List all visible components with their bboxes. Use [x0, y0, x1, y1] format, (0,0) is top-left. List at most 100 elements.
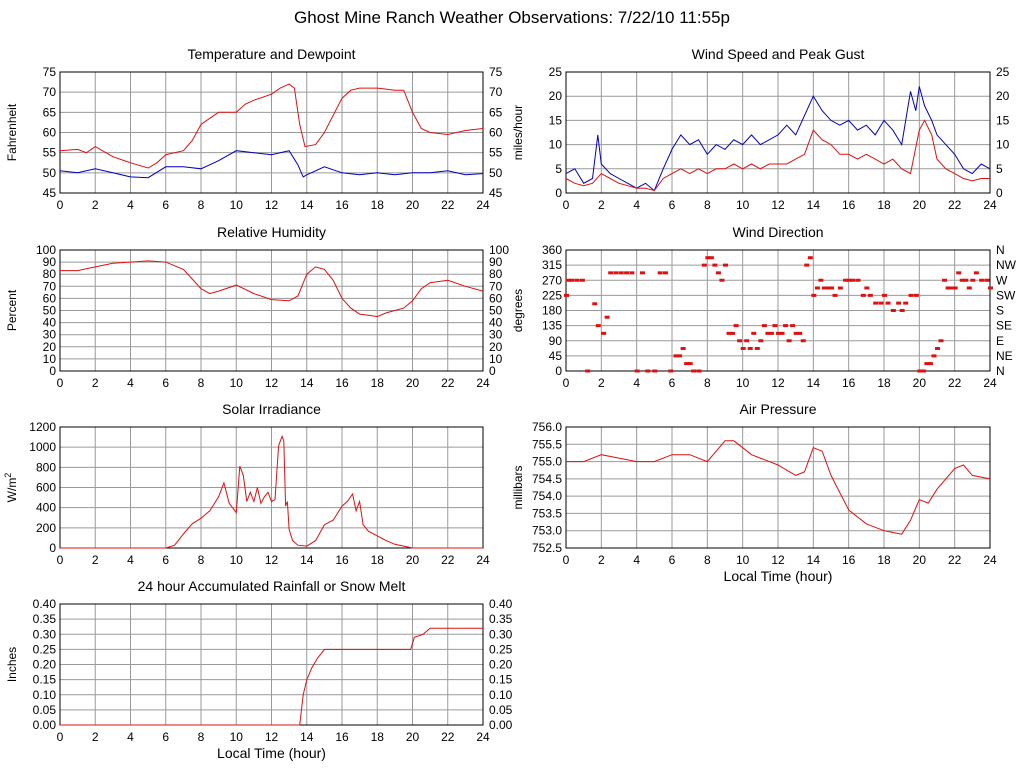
y-tick-label-right: N	[996, 243, 1005, 257]
y-tick-label-right: S	[996, 304, 1004, 318]
y-axis-label: miles/hour	[511, 105, 525, 160]
wind-direction-point	[585, 369, 591, 373]
y-tick-label-right: 30	[489, 328, 503, 342]
series-line-solar-0	[60, 434, 483, 549]
x-tick-label: 0	[57, 730, 64, 744]
y-tick-label-right: 55	[489, 146, 503, 160]
wind-direction-point	[783, 324, 789, 328]
wind-direction-point	[908, 293, 914, 297]
x-tick-label: 20	[406, 376, 420, 390]
wind-direction-point	[804, 263, 810, 267]
y-tick-label: 10	[549, 138, 563, 152]
x-tick-label: 16	[335, 198, 349, 212]
y-tick-label-right: N	[996, 364, 1005, 378]
wind-direction-point	[882, 293, 887, 297]
wind-direction-point	[935, 346, 940, 350]
y-tick-label: 0	[49, 541, 56, 555]
y-tick-label: 60	[43, 126, 57, 140]
y-tick-label: 45	[549, 349, 563, 363]
series-line-rh-0	[60, 260, 484, 318]
x-tick-label: 24	[476, 730, 490, 744]
y-tick-label: 0.05	[33, 703, 57, 717]
wind-direction-point	[696, 369, 702, 373]
x-tick-label: 20	[913, 553, 927, 567]
wind-direction-point	[751, 331, 757, 335]
y-tick-label: 753.0	[532, 524, 562, 538]
wind-direction-point	[873, 301, 879, 305]
plot-frame	[59, 71, 484, 194]
x-tick-label: 12	[265, 553, 279, 567]
wind-direction-point	[864, 286, 870, 290]
y-tick-label-right: NW	[996, 258, 1017, 272]
y-tick-label: 0	[49, 364, 56, 378]
y-tick-label: 0.35	[33, 612, 57, 626]
plot-frame	[565, 71, 991, 194]
wind-direction-point	[952, 286, 958, 290]
wind-direction-point	[634, 369, 640, 373]
y-tick-label: 400	[36, 501, 56, 515]
wind-direction-point	[979, 278, 985, 282]
y-tick-label: 75	[43, 65, 57, 79]
y-tick-label: 270	[542, 273, 562, 287]
y-tick-label-right: 0.20	[489, 658, 513, 672]
wind-direction-point	[680, 346, 686, 350]
wind-direction-point	[790, 324, 796, 328]
x-tick-label: 22	[441, 376, 455, 390]
wind-direction-point	[890, 309, 896, 312]
x-tick-label: 20	[406, 198, 420, 212]
x-tick-label: 22	[441, 198, 455, 212]
x-tick-label: 18	[371, 376, 385, 390]
wind-direction-point	[726, 331, 732, 335]
wind-direction-point	[924, 362, 930, 366]
wind-direction-point	[966, 286, 972, 290]
x-tick-label: 2	[598, 198, 605, 212]
plot-frame	[565, 249, 991, 372]
x-tick-label: 2	[92, 376, 99, 390]
x-tick-label: 20	[913, 198, 927, 212]
wind-direction-point	[772, 324, 778, 328]
x-tick-label: 4	[127, 376, 134, 390]
x-tick-label: 14	[807, 376, 821, 390]
wind-direction-point	[945, 286, 951, 290]
chart-rain: 24 hour Accumulated Rainfall or Snow Mel…	[5, 578, 513, 761]
wind-direction-point	[740, 346, 746, 350]
y-tick-label: 752.5	[532, 541, 562, 555]
x-tick-label: 10	[230, 553, 244, 567]
y-axis-label: degrees	[511, 289, 525, 332]
y-tick-label-right: 75	[489, 65, 503, 79]
wind-direction-point	[843, 278, 849, 282]
wind-direction-point	[705, 256, 711, 260]
x-tick-label: 22	[948, 198, 962, 212]
wind-direction-point	[629, 271, 635, 275]
wind-direction-point	[652, 369, 658, 373]
x-tick-label: 18	[877, 376, 891, 390]
wind-direction-point	[754, 346, 760, 350]
x-tick-label: 4	[127, 553, 134, 567]
x-tick-label: 4	[127, 198, 134, 212]
y-tick-label-right: 60	[489, 291, 503, 305]
wind-direction-point	[712, 263, 718, 267]
wind-direction-point	[730, 331, 736, 335]
wind-direction-point	[913, 293, 919, 297]
y-tick-label: 50	[43, 166, 57, 180]
x-tick-label: 12	[771, 553, 785, 567]
x-tick-label: 8	[704, 198, 711, 212]
wind-direction-point	[574, 278, 580, 282]
y-tick-label-right: SE	[996, 319, 1012, 333]
x-tick-label: 16	[842, 198, 856, 212]
y-tick-label-right: 50	[489, 304, 503, 318]
x-tick-label: 22	[948, 553, 962, 567]
wind-direction-point	[800, 339, 806, 343]
x-tick-label: 8	[198, 198, 205, 212]
x-tick-label: 4	[633, 553, 640, 567]
x-tick-label: 24	[476, 553, 490, 567]
y-tick-label: 800	[36, 460, 56, 474]
wind-direction-point	[595, 324, 601, 328]
wind-direction-point	[565, 278, 571, 282]
wind-direction-point	[668, 369, 674, 373]
y-tick-label: 200	[36, 521, 56, 535]
y-tick-label: 55	[43, 146, 57, 160]
